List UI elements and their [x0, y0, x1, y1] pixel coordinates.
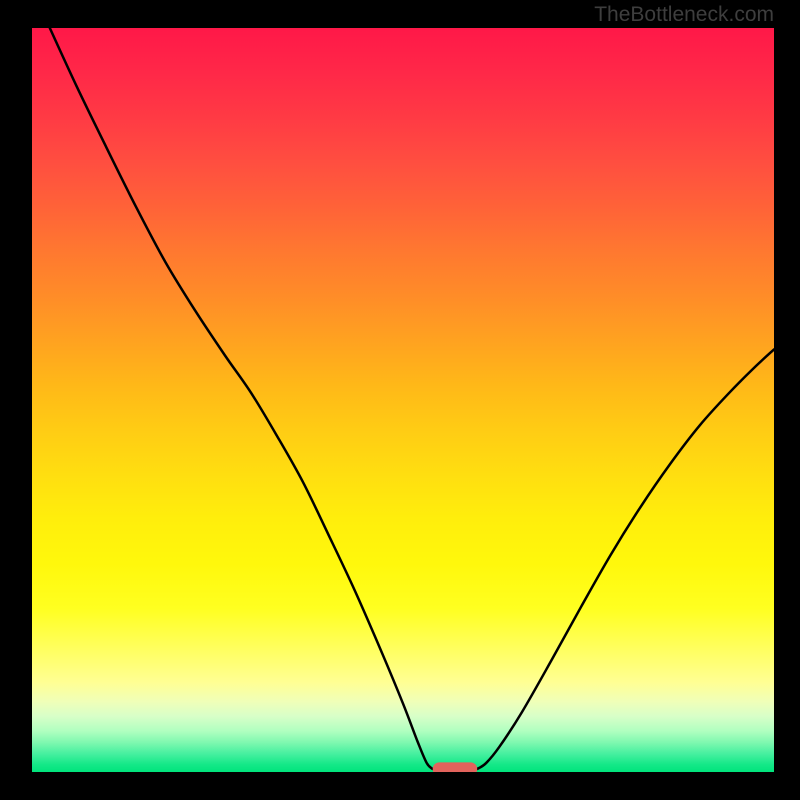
bottleneck-curve-plot [32, 28, 774, 772]
watermark-label: TheBottleneck.com [594, 3, 774, 27]
chart-container: TheBottleneck.com [0, 0, 800, 800]
gradient-background [32, 28, 774, 772]
optimal-marker [433, 762, 478, 772]
